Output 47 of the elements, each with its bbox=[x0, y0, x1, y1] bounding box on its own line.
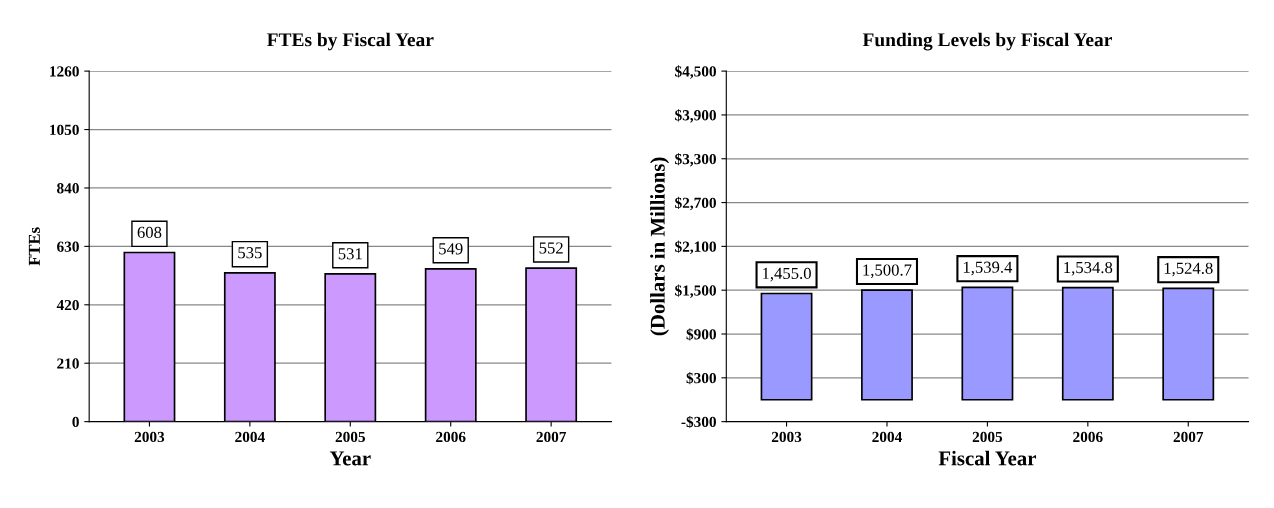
data-label: 608 bbox=[137, 226, 162, 238]
y-tick-label: 210 bbox=[57, 358, 79, 369]
x-tick-label: 2005 bbox=[335, 431, 366, 443]
y-axis-title: (Dollars in Millions) bbox=[650, 157, 669, 336]
x-tick-label: 2004 bbox=[872, 431, 902, 443]
y-tick-label: $300 bbox=[686, 372, 716, 385]
y-tick-label: $1,500 bbox=[675, 284, 716, 298]
y-tick-label: $3,300 bbox=[675, 152, 716, 167]
x-tick-label: 2004 bbox=[235, 431, 265, 443]
data-label: 1,524.8 bbox=[1164, 262, 1213, 277]
x-tick-label: 2007 bbox=[536, 431, 567, 443]
y-tick-label: $2,100 bbox=[675, 240, 716, 255]
y-tick-label: 420 bbox=[56, 299, 79, 311]
bar bbox=[760, 292, 813, 401]
bar bbox=[861, 289, 913, 401]
y-tick-label: 840 bbox=[57, 183, 79, 194]
y-tick-label: $2,700 bbox=[675, 196, 716, 211]
y-tick-label: 630 bbox=[57, 241, 79, 252]
x-tick-label: 2003 bbox=[771, 431, 802, 443]
x-tick-label: 2006 bbox=[1073, 431, 1103, 443]
data-label: 549 bbox=[439, 243, 463, 255]
bar bbox=[1162, 287, 1215, 401]
y-tick-label: 0 bbox=[72, 416, 79, 428]
y-tick-label: $4,500 bbox=[675, 65, 716, 79]
data-label: 1,500.7 bbox=[863, 264, 912, 279]
x-tick-label: 2005 bbox=[972, 431, 1003, 443]
chart-title: FTEs by Fiscal Year bbox=[267, 32, 434, 51]
data-label: 1,534.8 bbox=[1064, 261, 1113, 276]
data-label: 531 bbox=[338, 248, 362, 260]
y-axis-title: FTEs bbox=[28, 227, 40, 266]
y-tick-label: $900 bbox=[686, 328, 716, 341]
data-label: 1,539.4 bbox=[963, 261, 1013, 276]
bar bbox=[1061, 286, 1114, 401]
y-tick-label: 1260 bbox=[50, 66, 79, 77]
x-axis-title: Year bbox=[329, 451, 371, 466]
y-tick-label: 1050 bbox=[50, 124, 79, 135]
data-label: 1,455.0 bbox=[763, 267, 811, 282]
data-label: 535 bbox=[238, 247, 262, 259]
y-tick-label: -$300 bbox=[681, 415, 716, 429]
x-axis-title: Fiscal Year bbox=[938, 450, 1037, 466]
x-tick-label: 2007 bbox=[1173, 431, 1204, 443]
x-tick-label: 2006 bbox=[436, 431, 466, 443]
bar bbox=[961, 286, 1014, 401]
x-tick-label: 2003 bbox=[134, 431, 165, 443]
y-tick-label: $3,900 bbox=[675, 109, 716, 123]
data-label: 552 bbox=[539, 242, 563, 254]
chart-title: Funding Levels by Fiscal Year bbox=[862, 32, 1112, 51]
